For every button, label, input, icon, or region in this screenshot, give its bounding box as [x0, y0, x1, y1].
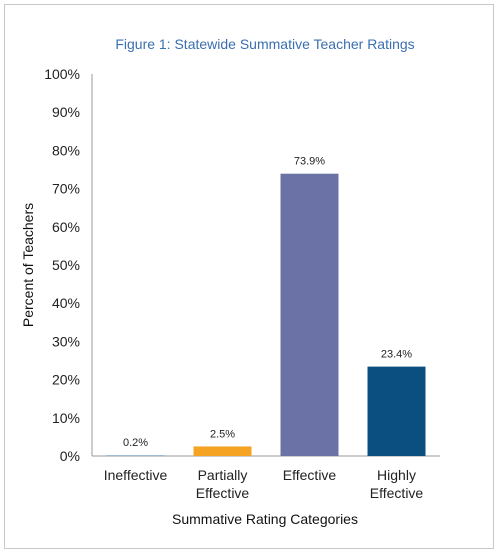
y-tick-label: 100%	[44, 66, 80, 82]
data-label: 73.9%	[294, 156, 325, 168]
bar	[106, 455, 165, 456]
y-tick-label: 50%	[52, 257, 80, 273]
chart-title: Figure 1: Statewide Summative Teacher Ra…	[115, 36, 414, 52]
y-tick-label: 80%	[52, 142, 80, 158]
y-tick-label: 0%	[60, 448, 80, 464]
bar	[280, 173, 339, 456]
x-tick-label: Ineffective	[104, 467, 168, 483]
y-tick-label: 10%	[52, 410, 80, 426]
y-axis-label: Percent of Teachers	[20, 203, 36, 327]
y-tick-label: 20%	[52, 372, 80, 388]
y-tick-label: 30%	[52, 333, 80, 349]
x-tick-label: Highly Effective	[370, 467, 424, 501]
y-tick-label: 90%	[52, 104, 80, 120]
y-tick-label: 70%	[52, 181, 80, 197]
data-label: 23.4%	[381, 349, 412, 361]
data-label: 2.5%	[210, 428, 235, 440]
data-label: 0.2%	[123, 437, 148, 449]
x-axis-label: Summative Rating Categories	[172, 511, 358, 527]
y-tick-label: 60%	[52, 219, 80, 235]
x-tick-label: Partially Effective	[196, 467, 250, 501]
x-tick-label: Effective	[283, 467, 337, 483]
bar	[367, 366, 426, 456]
bar	[193, 446, 252, 456]
y-tick-label: 40%	[52, 295, 80, 311]
chart-frame	[4, 4, 494, 549]
